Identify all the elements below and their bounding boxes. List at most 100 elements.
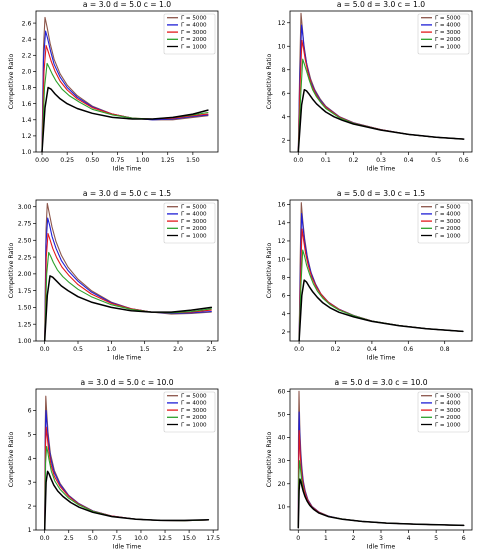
legend-label: Γ = 4000 <box>181 401 207 407</box>
x-tick-label: 0.6 <box>403 346 413 353</box>
y-tick-label: 6 <box>282 293 286 300</box>
x-tick-label: 0 <box>296 535 300 542</box>
legend-label: Γ = 2000 <box>435 37 461 43</box>
chart-title: a = 5.0 d = 3.0 c = 10.0 <box>334 378 427 387</box>
plot-frame <box>35 199 219 342</box>
legend-label: Γ = 3000 <box>435 408 461 414</box>
legend-label: Γ = 3000 <box>181 30 207 36</box>
series-group <box>298 202 464 341</box>
series-line-gamma-1000 <box>41 86 209 152</box>
series-line-gamma-1000 <box>298 279 464 341</box>
y-tick-label: 2.00 <box>18 271 32 278</box>
y-tick-label: 3 <box>28 479 32 486</box>
y-tick-label: 4 <box>282 114 286 121</box>
x-tick-label: 2.0 <box>173 346 183 353</box>
x-tick-label: 1 <box>324 535 328 542</box>
y-tick-label: 1.6 <box>22 101 32 108</box>
y-axis-label: Competitive Ratio <box>8 243 15 299</box>
y-tick-label: 1.8 <box>22 85 32 92</box>
x-tick-label: 0.0 <box>294 346 304 353</box>
y-tick-label: 1.00 <box>18 338 32 345</box>
y-tick-label: 1 <box>28 527 32 534</box>
x-tick-label: 0.4 <box>367 346 377 353</box>
x-tick-label: 0.2 <box>331 346 341 353</box>
chart-panel-2: 0.0 0.1 0.2 0.3 0.4 0.5 0.6 2 4 6 8 10 12 a = 5.0 d =… <box>266 0 473 173</box>
y-tick-label: 2.25 <box>18 254 32 261</box>
legend-box <box>163 13 216 55</box>
x-tick-label: 4 <box>407 535 411 542</box>
legend-box <box>163 202 216 244</box>
y-tick-label: 1.25 <box>18 321 32 328</box>
chart-title: a = 3.0 d = 5.0 c = 1.5 <box>83 189 171 198</box>
series-line-gamma-4000 <box>41 30 209 152</box>
legend-label: Γ = 1000 <box>181 233 207 239</box>
legend-label: Γ = 2000 <box>435 415 461 421</box>
x-tick-label: 0.2 <box>349 157 359 164</box>
x-tick-label: 0.0 <box>293 157 303 164</box>
y-tick-label: 2.2 <box>22 53 32 60</box>
legend-label: Γ = 5000 <box>181 394 207 400</box>
y-tick-label: 20 <box>278 481 286 488</box>
y-tick-label: 2 <box>282 137 286 144</box>
legend-label: Γ = 4000 <box>181 23 207 29</box>
legend-label: Γ = 3000 <box>435 219 461 225</box>
legend-label: Γ = 5000 <box>181 205 207 211</box>
series-group <box>297 12 465 152</box>
x-tick-label: 0.75 <box>111 157 125 164</box>
x-tick-label: 0.8 <box>440 346 450 353</box>
y-tick-label: 4 <box>282 311 286 318</box>
legend-box <box>163 391 216 433</box>
legend-label: Γ = 4000 <box>435 23 461 29</box>
x-tick-label: 1.50 <box>186 157 200 164</box>
y-tick-label: 8 <box>282 275 286 282</box>
legend-label: Γ = 3000 <box>181 219 207 225</box>
x-tick-label: 17.5 <box>206 535 220 542</box>
series-group <box>297 390 465 529</box>
chart-panel-4: 0.0 0.2 0.4 0.6 0.8 2 4 6 8 10 12 14 16 a = 5.0 d = 3… <box>266 189 473 362</box>
plot-frame <box>289 199 473 342</box>
series-group <box>41 16 209 152</box>
x-tick-label: 0.00 <box>35 157 49 164</box>
plot-frame <box>35 388 219 531</box>
legend-label: Γ = 5000 <box>435 394 461 400</box>
x-tick-label: 0.6 <box>459 157 469 164</box>
x-tick-label: 1.5 <box>140 346 150 353</box>
x-tick-label: 0.3 <box>376 157 386 164</box>
plot-frame <box>35 10 219 153</box>
series-group <box>43 395 210 530</box>
legend-box <box>417 202 470 244</box>
x-tick-label: 2 <box>351 535 355 542</box>
legend-label: Γ = 1000 <box>435 422 461 428</box>
x-tick-label: 0.1 <box>321 157 331 164</box>
y-tick-label: 40 <box>278 435 286 442</box>
x-tick-label: 2.5 <box>64 535 74 542</box>
legend-label: Γ = 1000 <box>181 422 207 428</box>
x-axis-label: Idle Time <box>367 544 396 550</box>
y-tick-label: 2 <box>28 503 32 510</box>
y-tick-label: 2.4 <box>22 36 32 43</box>
x-tick-label: 0.4 <box>404 157 414 164</box>
y-tick-label: 14 <box>278 220 286 227</box>
chart-panel-3: 0.0 0.5 1.0 1.5 2.0 2.5 1.00 1.25 1.50 1.75 2.00 2.… <box>8 189 219 362</box>
x-tick-label: 12.5 <box>158 535 172 542</box>
legend-label: Γ = 4000 <box>435 401 461 407</box>
y-axis-label: Competitive Ratio <box>266 432 273 488</box>
y-tick-label: 2.50 <box>18 237 32 244</box>
y-tick-label: 4 <box>28 456 32 463</box>
chart-title: a = 3.0 d = 5.0 c = 1.0 <box>83 0 171 9</box>
legend-label: Γ = 5000 <box>435 16 461 22</box>
x-axis-label: Idle Time <box>367 166 396 173</box>
legend-box <box>417 13 470 55</box>
y-tick-label: 2.0 <box>22 69 32 76</box>
legend-label: Γ = 2000 <box>181 415 207 421</box>
x-tick-label: 5 <box>434 535 438 542</box>
x-tick-label: 0.5 <box>73 346 83 353</box>
x-tick-label: 10.0 <box>134 535 148 542</box>
series-line-gamma-1000 <box>297 88 465 152</box>
legend-label: Γ = 4000 <box>181 212 207 218</box>
chart-title: a = 5.0 d = 3.0 c = 1.5 <box>337 189 425 198</box>
x-tick-label: 7.5 <box>112 535 122 542</box>
